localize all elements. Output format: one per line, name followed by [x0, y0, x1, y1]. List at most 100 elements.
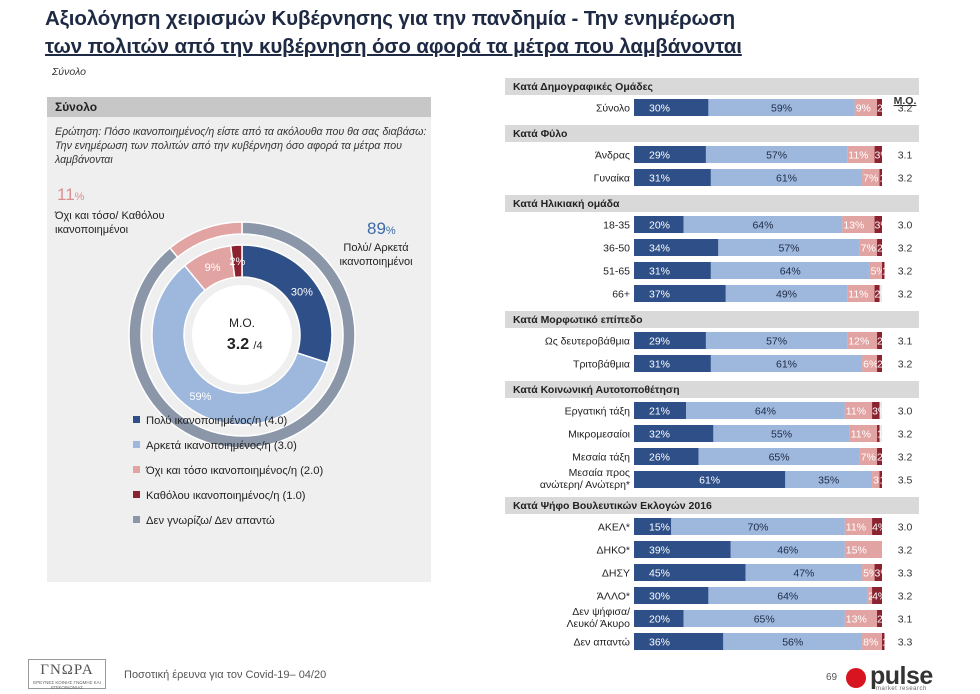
row-mean-value: 3.0: [898, 220, 913, 232]
row-label: Μεσαία τάξη: [572, 452, 630, 464]
bar-segment: [710, 355, 863, 372]
bar-value-label: 4%: [872, 591, 887, 603]
bar-segment: [725, 285, 848, 302]
legend-item-fairly: Αρκετά ικανοποιημένος/η (3.0): [133, 440, 297, 452]
bar-segment: [877, 332, 882, 349]
pulse-logo-subtext: market research: [876, 686, 927, 692]
bar-segment: [634, 518, 672, 535]
row-label: 51-65: [603, 266, 630, 278]
bar-value-label: 64%: [755, 406, 776, 418]
bar-value-label: 57%: [766, 336, 787, 348]
bar-segment: [708, 587, 868, 604]
bar-segment: [877, 448, 882, 465]
bar-segment: [683, 610, 845, 627]
bar-value-label: 64%: [780, 266, 801, 278]
bar-segment: [847, 146, 875, 163]
bar-value-label: 70%: [747, 522, 768, 534]
bar-value-label: 7%: [861, 243, 876, 255]
bar-segment: [869, 262, 882, 279]
bar-segment: [859, 448, 878, 465]
positive-marker-dot: [346, 340, 352, 346]
donut-center: [192, 285, 292, 385]
bar-value-label: 11%: [846, 406, 866, 418]
bar-value-label: 3%: [875, 568, 890, 580]
bar-value-label: 0%: [882, 545, 897, 557]
bar-value-label: 2%: [877, 614, 892, 626]
row-label: 66+: [612, 289, 630, 301]
row-label: ΆΛΛΟ*: [597, 591, 630, 603]
gnora-logo-subtext: ΕΡΕΥΝΕΣ ΚΟΙΝΗΣ ΓΝΩΜΗΣ ΚΑΙ ΕΠΙΚΟΙΝΩΝΙΑΣ: [33, 680, 101, 690]
bar-value-label: 32%: [649, 429, 670, 441]
bar-value-label: 11%: [851, 429, 871, 441]
bar-segment: [842, 216, 875, 233]
bar-value-label: 47%: [793, 568, 814, 580]
bar-segment: [844, 402, 873, 419]
legend-swatch: [133, 491, 140, 498]
row-mean-value: 3.2: [898, 289, 913, 301]
row-mean-value: 3.1: [898, 336, 913, 348]
bar-segment: [710, 262, 870, 279]
bar-segment: [849, 425, 878, 442]
row-mean-value: 3.2: [898, 452, 913, 464]
bar-segment: [634, 633, 724, 650]
bar-value-label: 65%: [769, 452, 790, 464]
bar-segment: [634, 610, 684, 627]
question-text: Ερώτηση: Πόσο ικανοποιημένος/η είστε από…: [55, 126, 427, 166]
bar-segment: [785, 471, 873, 488]
breakdown-chart: Μ.Ο. Κατά Δημογραφικές Ομάδες Σύνολο 30% 59%…: [505, 78, 919, 650]
donut-outer-negative: [168, 221, 243, 259]
bar-segment: [634, 425, 714, 442]
bar-value-label: 15%: [846, 545, 867, 557]
bar-value-label: 61%: [776, 359, 797, 371]
row-mean-value: 3.3: [898, 637, 913, 649]
bar-value-label: 64%: [777, 591, 798, 603]
donut-slice-label-1: 59%: [189, 391, 211, 403]
row-label: Σύνολο: [596, 103, 630, 115]
row-label: Μικρομεσαίοι: [568, 429, 631, 441]
bar-segment: [634, 239, 719, 256]
bar-segment: [634, 564, 746, 581]
bar-value-label: 13%: [846, 614, 867, 626]
bar-segment: [634, 587, 709, 604]
legend-item-dont-know: Δεν γνωρίζω/ Δεν απαντώ: [133, 515, 275, 527]
bar-value-label: 29%: [649, 150, 670, 162]
bar-segment: [872, 402, 880, 419]
bar-segment: [634, 216, 684, 233]
bar-segment: [705, 332, 848, 349]
bar-value-label: 55%: [771, 429, 792, 441]
row-mean-value: 3.0: [898, 522, 913, 534]
bar-value-label: 9%: [856, 103, 871, 115]
bar-value-label: 31%: [649, 266, 670, 278]
section-header-band: [505, 497, 919, 514]
bar-value-label: 2%: [877, 336, 892, 348]
section-header-band: [505, 195, 919, 212]
bar-segment: [872, 471, 880, 488]
bar-segment: [686, 402, 845, 419]
bar-segment: [879, 169, 882, 186]
bar-segment: [708, 99, 855, 116]
bar-value-label: 1%: [882, 637, 897, 649]
row-label: ΔΗΣΥ: [602, 568, 630, 580]
total-panel-header: [47, 97, 431, 117]
donut-mean-label: Μ.Ο.: [229, 316, 255, 330]
legend-swatch: [133, 441, 140, 448]
legend-swatch: [133, 466, 140, 473]
bar-value-label: 15%: [649, 522, 670, 534]
bar-value-label: 61%: [699, 475, 720, 487]
bar-segment: [854, 99, 878, 116]
bar-value-label: 65%: [754, 614, 775, 626]
bar-value-label: 2%: [877, 103, 892, 115]
bar-value-label: 13%: [843, 220, 864, 232]
bar-segment: [867, 587, 873, 604]
row-mean-value: 3.5: [898, 475, 913, 487]
bar-segment: [847, 332, 878, 349]
donut-slice-3: [229, 244, 243, 279]
bar-segment: [713, 425, 850, 442]
row-label: Δεν απαντώ: [573, 637, 630, 649]
donut-chart: 30% 59% 9% 2% Μ.Ο. 3.2/4: [128, 221, 356, 449]
bar-segment: [730, 541, 845, 558]
bar-value-label: 26%: [649, 452, 670, 464]
bar-segment: [877, 610, 882, 627]
row-mean-value: 3.2: [898, 173, 913, 185]
total-panel: Σύνολο Ερώτηση: Πόσο ικανοποιημένος/η εί…: [47, 97, 431, 582]
